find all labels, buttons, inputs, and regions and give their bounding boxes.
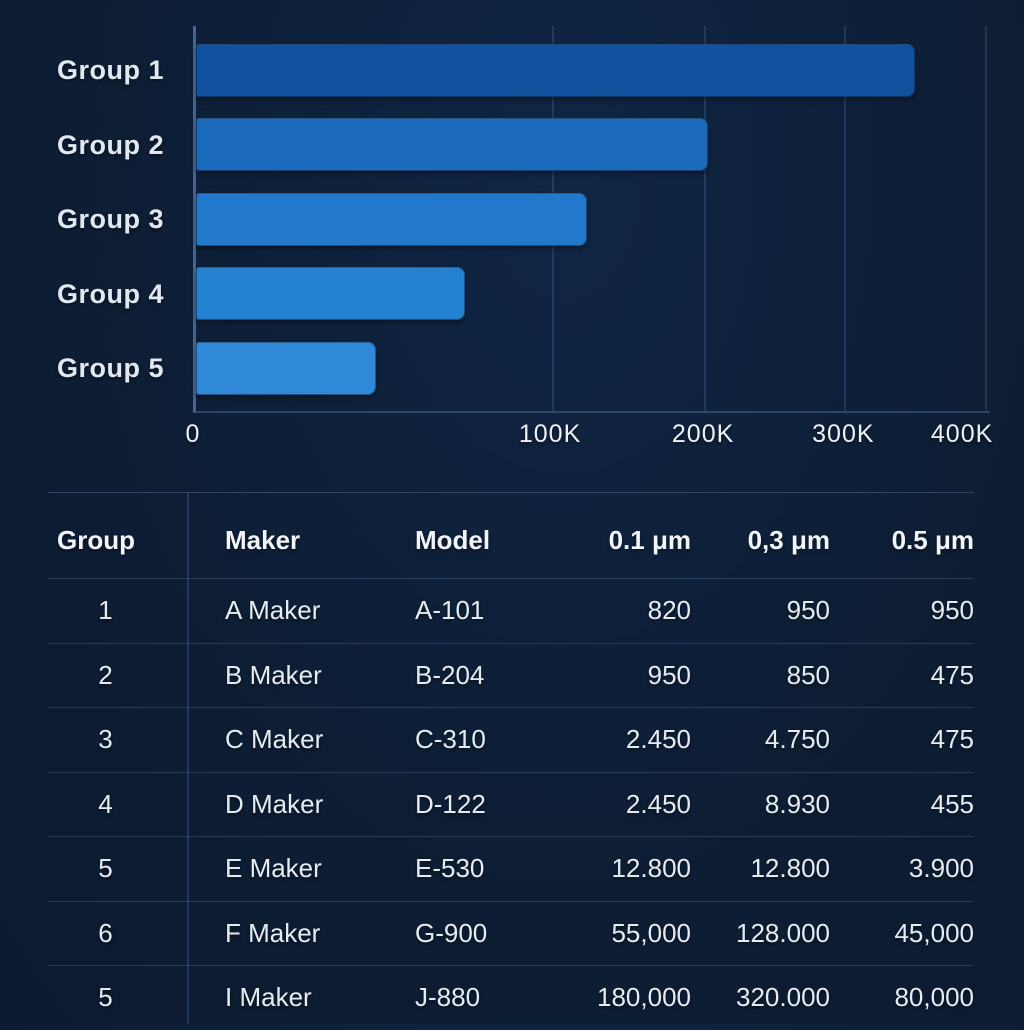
cell-um03: 4.750 [764,724,830,755]
category-label-2: Group 2 [57,129,165,160]
gridline [843,26,846,411]
table-column-divider [187,492,189,1024]
bar-row-3 [196,192,990,246]
cell-um03: 850 [786,659,830,690]
cell-um05: 475 [930,724,974,755]
measurement-table: Group Maker Model 0.1 μm 0,3 μm 0.5 μm 1 A Mak… [48,492,974,1030]
bar-row-1 [196,43,990,97]
cell-group: 5 [98,853,113,884]
bar-row-5 [196,341,990,395]
cell-um05: 80,000 [894,982,974,1013]
header-cell-um01: 0.1 μm [608,525,691,555]
x-axis-tick-label: 0 [185,420,201,448]
cell-um01: 55,000 [611,917,691,948]
cell-model: A-101 [415,595,485,626]
table-header-row: Group Maker Model 0.1 μm 0,3 μm 0.5 μm [48,492,974,578]
header-cell-maker: Maker [225,525,301,555]
cell-maker: E Maker [225,853,322,884]
cell-um01: 820 [647,595,691,626]
horizontal-bar-chart: Group 1 Group 2 Group 3 Group 4 Group 5 0 100… [0,0,1024,470]
cell-um01: 2.450 [625,724,691,755]
category-label-1: Group 1 [57,55,165,85]
cell-model: B-204 [415,659,485,690]
cell-maker: B Maker [225,659,322,690]
cell-um03: 12.800 [750,853,830,884]
gridline [985,26,988,411]
cell-um01: 950 [647,659,691,690]
cell-model: G-900 [415,917,488,948]
cell-um05: 3.900 [908,853,974,884]
table-row-6: 6 F Maker G-900 55,000 128.000 45,000 [48,900,974,966]
bar-row-2 [196,118,990,171]
table-row-4: 4 D Maker D-122 2.450 8.930 455 [48,771,974,837]
cell-group: 2 [98,659,113,690]
cell-um03: 320.000 [736,982,830,1013]
header-cell-group: Group [57,525,135,555]
bar-group-4 [196,267,466,320]
table-row-5: 5 E Maker E-530 12.800 12.800 3.900 [48,836,974,901]
table-row-1: 1 A Maker A-101 820 950 950 [48,578,974,643]
cell-group: 1 [98,595,113,626]
bar-row-4 [196,267,990,320]
cell-group: 5 [98,982,113,1013]
bar-group-1 [196,43,916,97]
cell-group: 4 [98,788,113,819]
x-axis-ticks: 0 100K 200K 300K 400K [0,420,1024,454]
x-axis-tick-label: 400K [930,420,994,448]
table-row-7: 5 I Maker J-880 180,000 320.000 80,000 [48,965,974,1030]
bar-group-3 [196,192,587,246]
cell-um05: 45,000 [894,917,974,948]
cell-maker: D Maker [225,788,324,819]
cell-model: E-530 [415,853,485,884]
cell-um03: 950 [786,595,830,626]
cell-um05: 475 [930,659,974,690]
category-label-3: Group 3 [57,204,165,234]
x-axis-tick-label: 100K [518,420,582,448]
cell-um01: 2.450 [625,788,691,819]
cell-um05: 950 [930,595,974,626]
table-row-3: 3 C Maker C-310 2.450 4.750 475 [48,707,974,772]
bar-group-2 [196,118,709,171]
header-cell-model: Model [415,525,491,555]
bar-group-5 [196,341,377,395]
cell-group: 3 [98,724,113,755]
table-row-2: 2 B Maker B-204 950 850 475 [48,642,974,708]
cell-um05: 455 [930,788,974,819]
cell-um01: 12.800 [611,853,691,884]
cell-maker: A Maker [225,595,321,626]
cell-um01: 180,000 [597,982,691,1013]
plot-area [193,26,990,413]
cell-maker: I Maker [225,982,312,1013]
cell-model: D-122 [415,788,486,819]
cell-group: 6 [98,917,113,948]
cell-maker: F Maker [225,917,321,948]
cell-um03: 128.000 [736,917,830,948]
table-body: 1 A Maker A-101 820 950 950 2 B Maker B-204 950 85… [48,578,974,1030]
header-cell-um05: 0.5 μm [891,525,974,555]
cell-model: J-880 [415,982,481,1013]
cell-model: C-310 [415,724,486,755]
cell-um03: 8.930 [764,788,830,819]
category-label-5: Group 5 [57,353,165,383]
header-cell-um03: 0,3 μm [747,525,830,555]
cell-maker: C Maker [225,724,324,755]
gridline [704,26,707,411]
category-label-4: Group 4 [57,278,165,309]
x-axis-tick-label: 300K [812,420,875,448]
x-axis-tick-label: 200K [671,420,735,448]
